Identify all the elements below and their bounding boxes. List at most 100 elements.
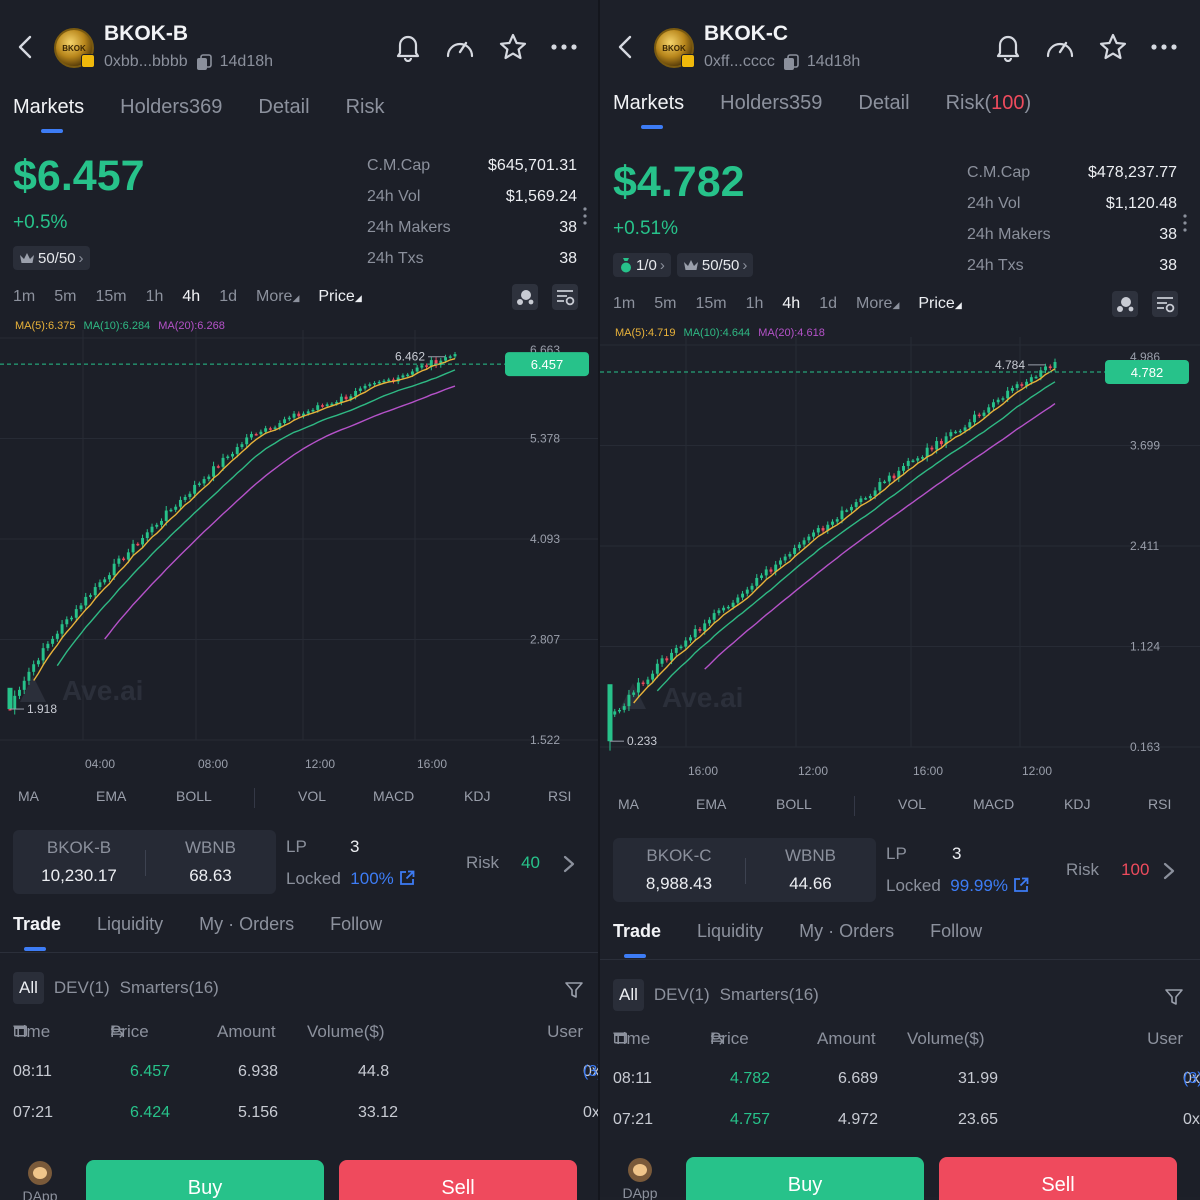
tab-markets[interactable]: Markets (13, 96, 85, 133)
filter-dev[interactable]: DEV(1) (653, 985, 710, 1004)
col-time[interactable]: Time (13, 1022, 50, 1042)
trade-row[interactable]: 08:11 4.782 6.689 31.99 0x...f03f(3) (613, 1070, 1200, 1092)
indicator-ma[interactable]: MA (618, 796, 639, 812)
filter-funnel-icon[interactable] (564, 980, 584, 1000)
timeframe-1d[interactable]: 1d (819, 295, 837, 313)
tab-trade[interactable]: Trade (613, 921, 662, 958)
timeframe-4h[interactable]: 4h (782, 295, 800, 313)
chart-settings-icon[interactable] (1152, 291, 1178, 317)
badge-0[interactable]: 50/50 › (13, 246, 90, 270)
star-icon[interactable] (1098, 32, 1128, 62)
back-arrow-icon[interactable] (614, 32, 638, 62)
indicator-boll[interactable]: BOLL (176, 788, 212, 804)
more-icon[interactable] (550, 32, 578, 62)
tab-follow[interactable]: Follow (930, 921, 983, 941)
tab-my-orders[interactable]: My · Orders (799, 921, 895, 941)
locked-percent[interactable]: 99.99% (950, 876, 1008, 895)
timeframe-1d[interactable]: 1d (219, 288, 237, 306)
indicator-ema[interactable]: EMA (696, 796, 727, 812)
dapp-button[interactable]: DApp (18, 1161, 62, 1200)
dapp-button[interactable]: DApp (618, 1158, 662, 1200)
timeframe-price[interactable]: Price◢ (918, 295, 961, 313)
indicator-rsi[interactable]: RSI (548, 788, 572, 804)
star-icon[interactable] (498, 32, 528, 62)
tab-risk[interactable]: Risk (346, 96, 385, 119)
timeframe-5m[interactable]: 5m (654, 295, 676, 313)
chevron-right-icon[interactable] (1162, 861, 1176, 881)
tab-detail[interactable]: Detail (258, 96, 310, 118)
filter-smarters[interactable]: Smarters(16) (719, 985, 819, 1004)
timeframe-more[interactable]: More◢ (256, 288, 299, 306)
chevron-right-icon[interactable] (562, 854, 576, 874)
indicator-kdj[interactable]: KDJ (1064, 796, 1091, 812)
more-icon[interactable] (1150, 32, 1178, 62)
timeframe-4h[interactable]: 4h (182, 288, 200, 306)
external-link-icon[interactable] (1013, 877, 1029, 893)
copy-icon[interactable] (196, 53, 212, 71)
indicator-macd[interactable]: MACD (373, 788, 415, 804)
indicator-ema[interactable]: EMA (96, 788, 127, 804)
sell-button[interactable]: Sell (939, 1157, 1177, 1200)
filter-dev[interactable]: DEV(1) (53, 978, 110, 997)
tab-markets[interactable]: Markets (613, 92, 685, 129)
tab-holders[interactable]: Holders369 (120, 96, 223, 118)
timeframe-15m[interactable]: 15m (695, 295, 726, 313)
candle-body (665, 658, 669, 661)
col-time[interactable]: Time (613, 1029, 650, 1049)
timeframe-1h[interactable]: 1h (746, 295, 764, 313)
drawing-tool-icon[interactable] (1112, 291, 1138, 317)
tab-risk[interactable]: Risk(100) (946, 92, 1032, 115)
risk-summary[interactable]: Risk 100 (1066, 860, 1149, 880)
timeframe-5m[interactable]: 5m (54, 288, 76, 306)
timeframe-more[interactable]: More◢ (856, 295, 899, 313)
trade-row[interactable]: 07:21 4.757 4.972 23.65 0x...04e9 (613, 1111, 1200, 1133)
timeframe-15m[interactable]: 15m (95, 288, 126, 306)
speedometer-icon[interactable] (1044, 32, 1076, 62)
candle-body (944, 436, 948, 445)
speedometer-icon[interactable] (444, 32, 476, 62)
risk-summary[interactable]: Risk 40 (466, 853, 540, 873)
trade-row[interactable]: 08:11 6.457 6.938 44.8 0x...f03f(3) (13, 1063, 600, 1085)
timeframe-price[interactable]: Price◢ (318, 288, 361, 306)
buy-button[interactable]: Buy (686, 1157, 924, 1200)
indicator-macd[interactable]: MACD (973, 796, 1015, 812)
filter-all[interactable]: All (13, 972, 44, 1004)
filter-smarters[interactable]: Smarters(16) (119, 978, 219, 997)
chart-settings-icon[interactable] (552, 284, 578, 310)
locked-percent[interactable]: 100% (350, 869, 394, 888)
filter-all[interactable]: All (613, 979, 644, 1011)
drawing-tool-icon[interactable] (512, 284, 538, 310)
vertical-more-icon[interactable] (583, 206, 587, 226)
external-link-icon[interactable] (399, 870, 415, 886)
copy-icon[interactable] (783, 53, 799, 71)
indicator-boll[interactable]: BOLL (776, 796, 812, 812)
tab-my-orders[interactable]: My · Orders (199, 914, 295, 934)
tab-liquidity[interactable]: Liquidity (697, 921, 764, 941)
bell-icon[interactable] (394, 32, 422, 62)
indicator-ma[interactable]: MA (18, 788, 39, 804)
back-arrow-icon[interactable] (14, 32, 38, 62)
tab-trade[interactable]: Trade (13, 914, 62, 951)
tab-detail[interactable]: Detail (858, 92, 910, 114)
sell-button[interactable]: Sell (339, 1160, 577, 1200)
indicator-kdj[interactable]: KDJ (464, 788, 491, 804)
badge-1[interactable]: 50/50 › (676, 253, 754, 277)
trade-row[interactable]: 07:21 6.424 5.156 33.12 0x...04e9 (13, 1104, 600, 1126)
buy-button[interactable]: Buy (86, 1160, 324, 1200)
filter-funnel-icon[interactable] (1164, 987, 1184, 1007)
indicator-vol[interactable]: VOL (298, 788, 327, 804)
indicator-rsi[interactable]: RSI (1148, 796, 1172, 812)
tab-liquidity[interactable]: Liquidity (97, 914, 164, 934)
tab-holders[interactable]: Holders359 (720, 92, 823, 114)
badge-0[interactable]: 1/0 › (613, 253, 671, 277)
tab-follow[interactable]: Follow (330, 914, 383, 934)
timeframe-1h[interactable]: 1h (146, 288, 164, 306)
vertical-more-icon[interactable] (1183, 213, 1187, 233)
candle-body (731, 602, 735, 607)
indicator-vol[interactable]: VOL (898, 796, 927, 812)
timeframe-1m[interactable]: 1m (13, 288, 35, 306)
bell-icon[interactable] (994, 32, 1022, 62)
timeframe-1m[interactable]: 1m (613, 295, 635, 313)
